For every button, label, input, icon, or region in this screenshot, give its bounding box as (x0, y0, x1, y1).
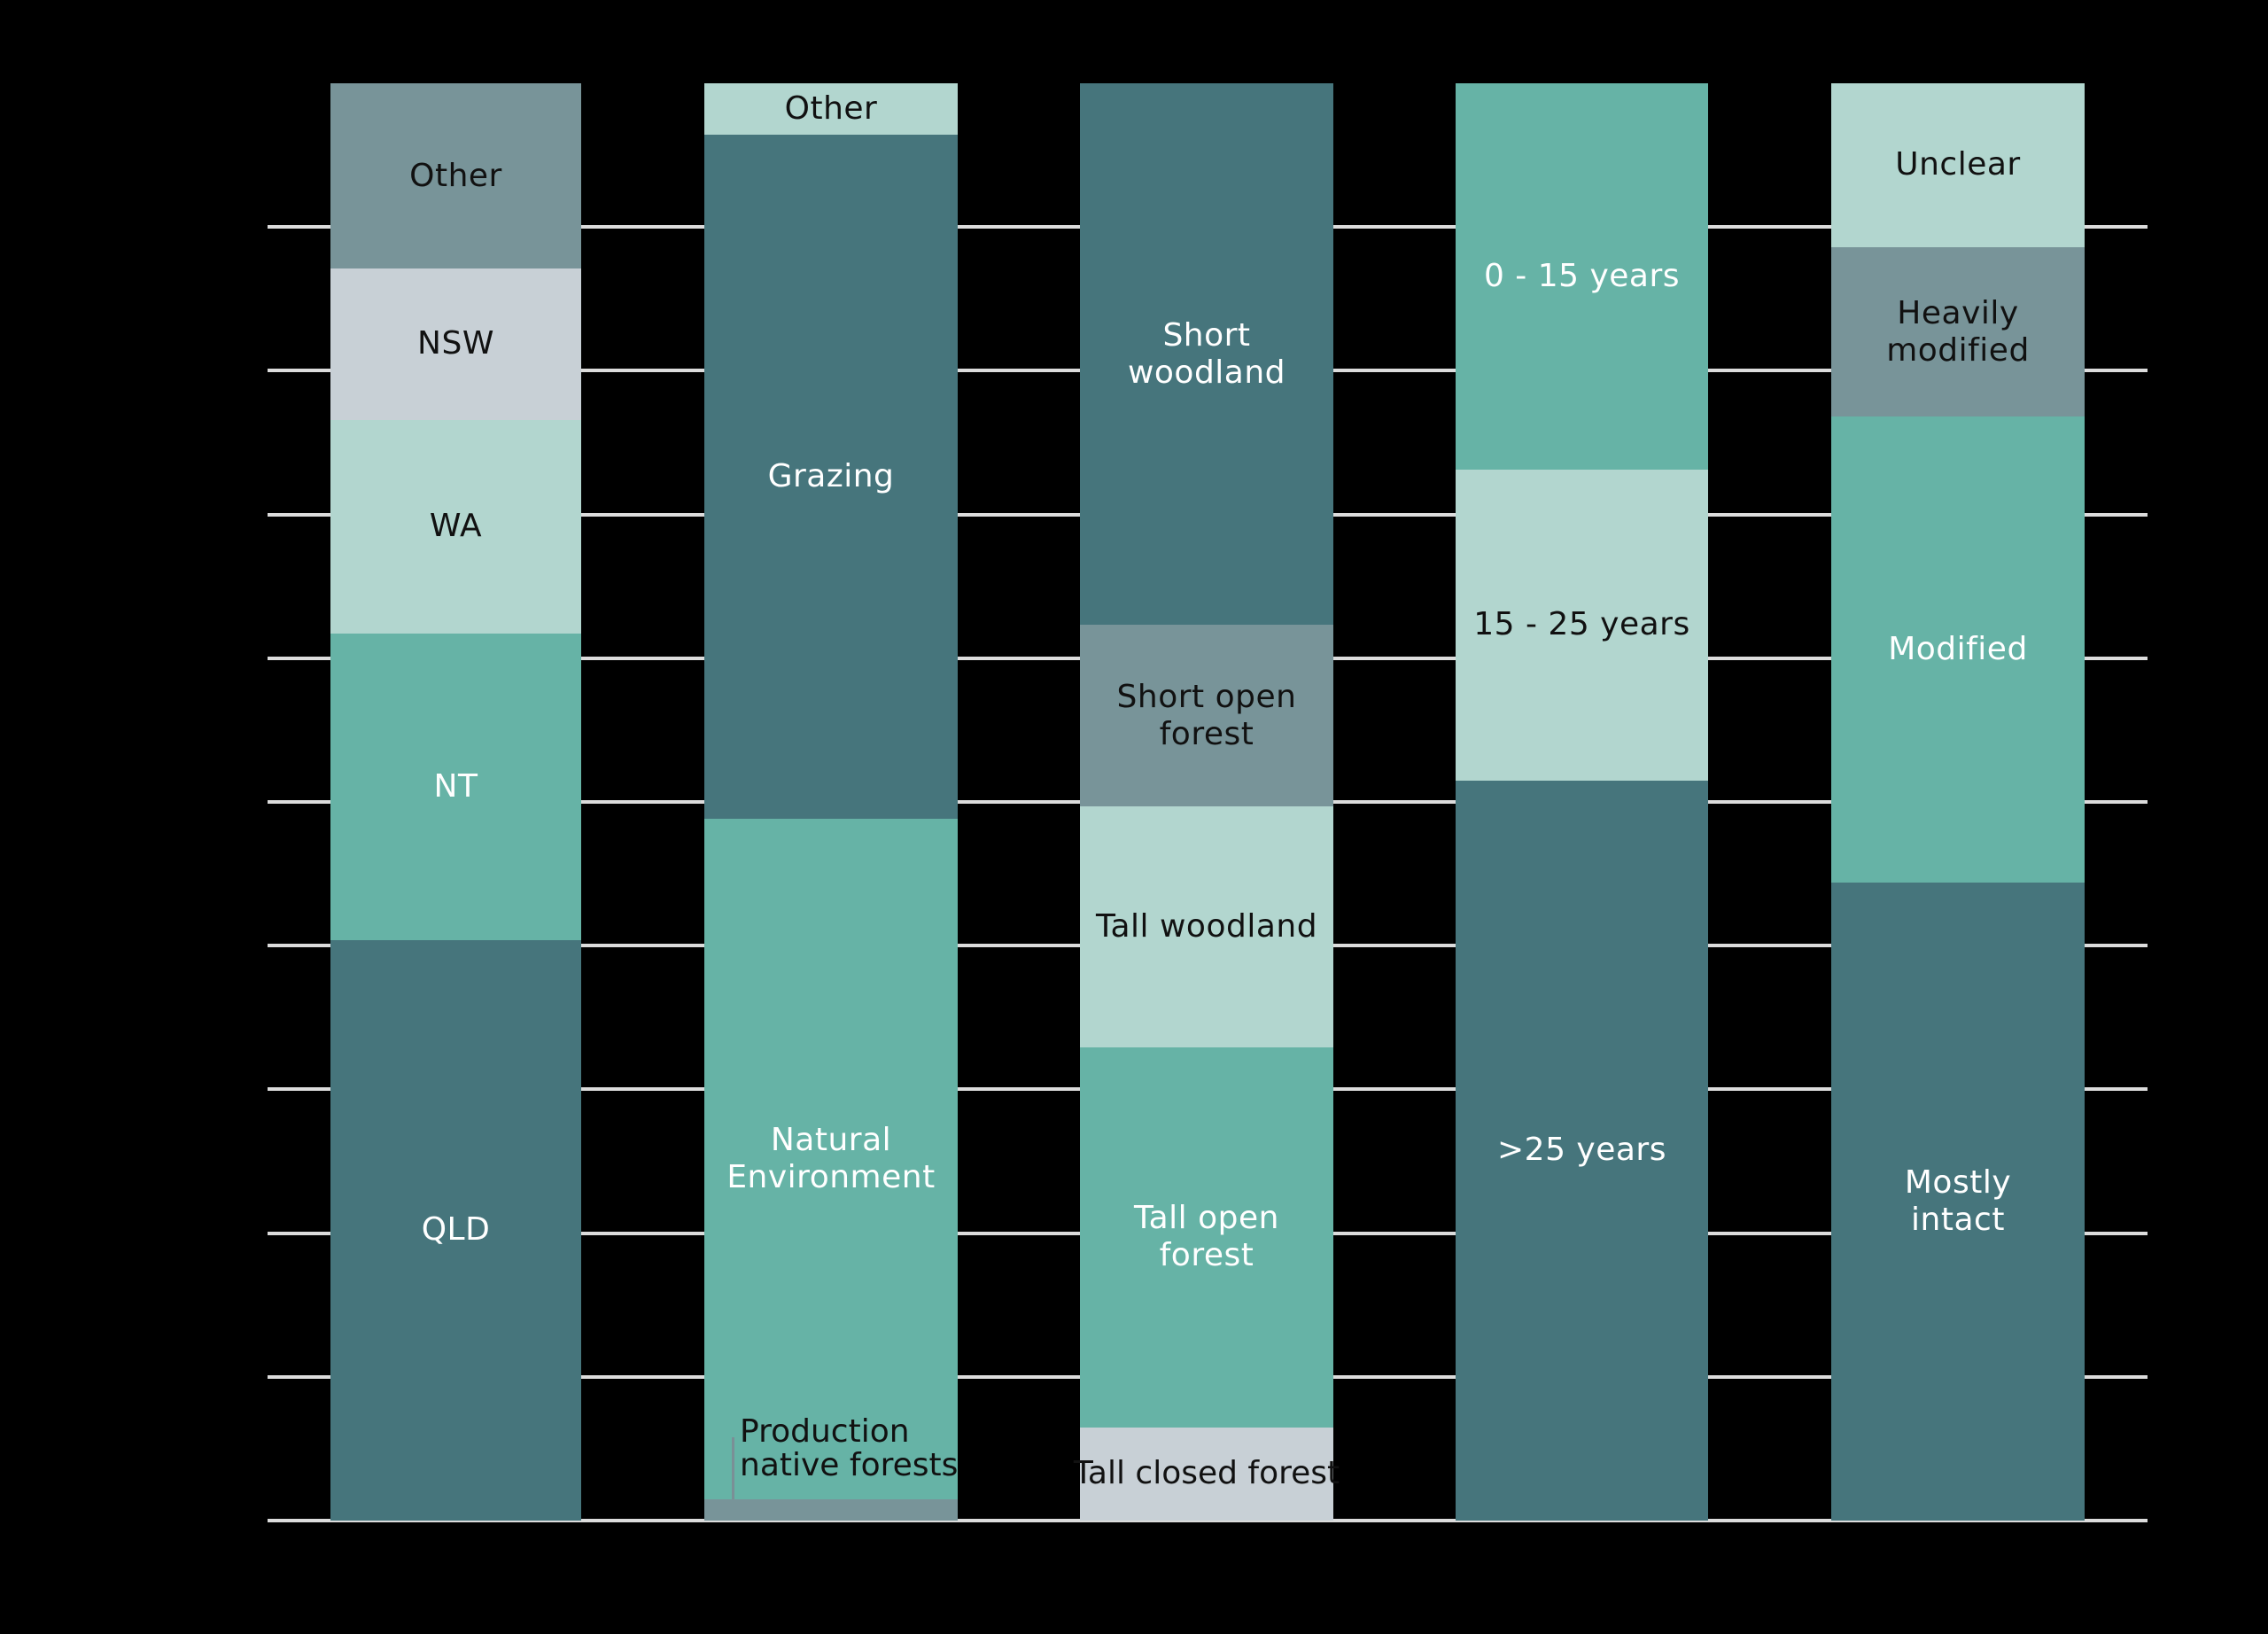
segment-wa: WA (330, 419, 581, 634)
segment-tall-woodland: Tall woodland (1080, 805, 1333, 1048)
segment-short-woodland: Short woodland (1080, 83, 1333, 626)
segment-natural-environment: Natural Environment (704, 819, 958, 1499)
segment-tall-open-forest: Tall open forest (1080, 1047, 1333, 1428)
segment-nsw: NSW (330, 268, 581, 420)
bar-jurisdiction: QLD NT WA NSW Other (330, 83, 581, 1521)
production-native-forests-label: Production native forests (740, 1413, 959, 1483)
bar-condition: Mostly intact Modified Heavily modified Unc… (1831, 83, 2085, 1521)
segment-grazing: Grazing (704, 135, 958, 820)
segment-other: Other (704, 83, 958, 136)
bar-age: >25 years 15 - 25 years 0 - 15 years (1456, 83, 1708, 1521)
bar-land-use: Natural Environment Grazing Other (704, 83, 958, 1521)
segment-15-25-years: 15 - 25 years (1456, 470, 1708, 781)
segment-nt: NT (330, 634, 581, 940)
segment-0-15-years: 0 - 15 years (1456, 83, 1708, 471)
segment-heavily-modified: Heavily modified (1831, 246, 2085, 417)
segment-other: Other (330, 83, 581, 269)
segment-modified: Modified (1831, 416, 2085, 883)
leader-line (732, 1437, 734, 1499)
segment-25-years: >25 years (1456, 780, 1708, 1521)
segment-production-native-forests (704, 1498, 958, 1521)
segment-unclear: Unclear (1831, 83, 2085, 247)
gridline-0 (268, 1519, 2148, 1522)
segment-qld: QLD (330, 939, 581, 1521)
segment-short-open-forest: Short open forest (1080, 625, 1333, 806)
segment-mostly-intact: Mostly intact (1831, 882, 2085, 1521)
segment-tall-closed-forest: Tall closed forest (1074, 1427, 1340, 1521)
bar-forest-type: Tall closed forest Tall open forest Tall w… (1074, 83, 1340, 1521)
